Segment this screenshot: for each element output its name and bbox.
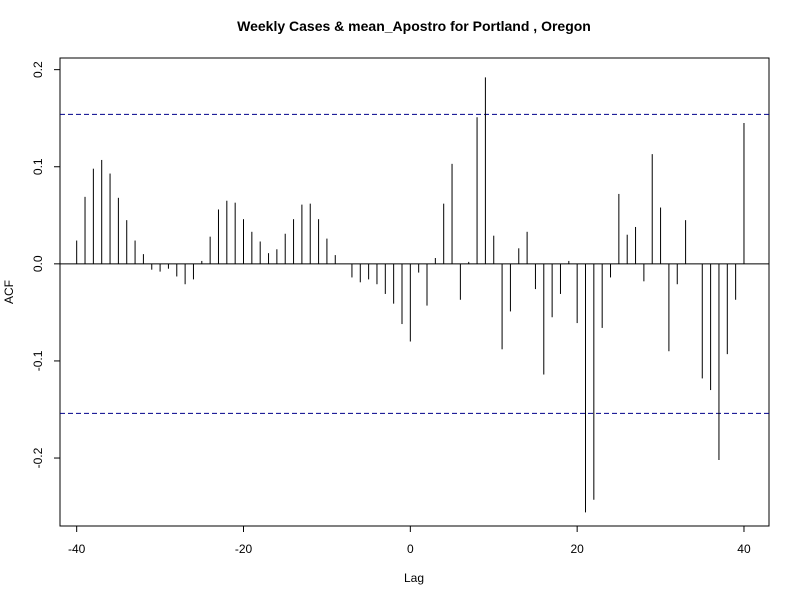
chart-title: Weekly Cases & mean_Apostro for Portland…: [237, 18, 591, 34]
x-tick-label: 40: [737, 542, 751, 556]
x-tick-label: -20: [235, 542, 253, 556]
plot-area: [60, 77, 769, 513]
y-tick-label: 0.0: [31, 255, 45, 272]
y-tick-label: 0.1: [31, 158, 45, 175]
y-axis: -0.2 -0.1 0.0 0.1 0.2: [31, 61, 60, 468]
x-tick-label: 20: [570, 542, 584, 556]
y-tick-label: -0.1: [31, 350, 45, 371]
x-axis: -40 -20 0 20 40: [68, 526, 751, 556]
y-axis-label: ACF: [2, 280, 16, 304]
x-axis-label: Lag: [404, 571, 424, 585]
y-tick-label: -0.2: [31, 447, 45, 468]
y-tick-label: 0.2: [31, 61, 45, 78]
x-tick-label: -40: [68, 542, 86, 556]
x-tick-label: 0: [407, 542, 414, 556]
plot-frame: [59, 57, 770, 527]
